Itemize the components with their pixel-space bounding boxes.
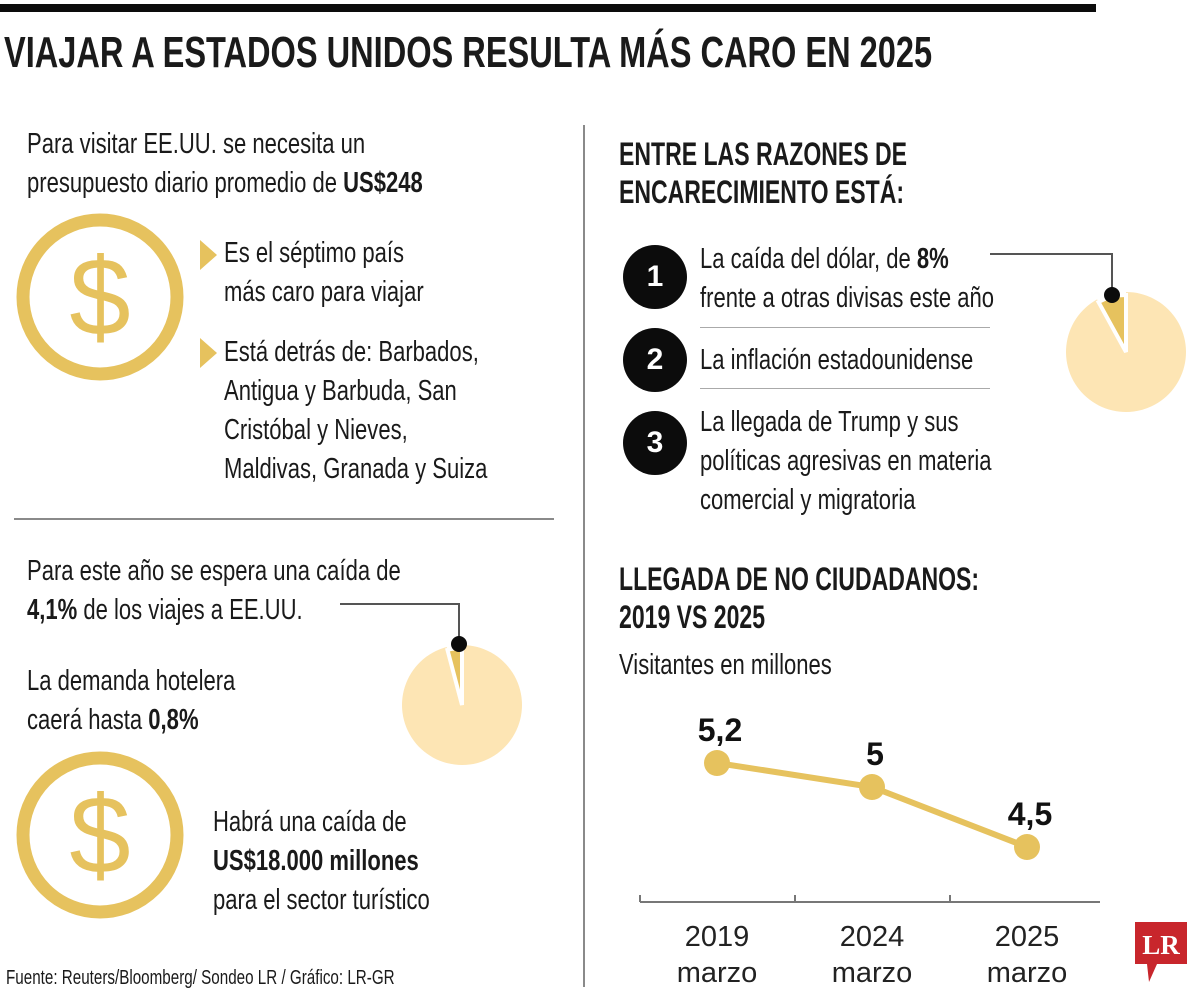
- top-bar: [0, 4, 1096, 12]
- data-point: [1014, 834, 1040, 860]
- budget-amount: US$248: [343, 167, 423, 199]
- reasons-title: ENTRE LAS RAZONES DE ENCARECIMIENTO ESTÁ:: [619, 136, 908, 210]
- x-tick-label: 2019: [685, 921, 750, 953]
- svg-text:$: $: [69, 236, 130, 359]
- dollar-circle-icon: $: [16, 751, 184, 919]
- number-badge-1: 1: [623, 245, 687, 309]
- reason-3: La llegada de Trump y sus políticas agres…: [700, 406, 992, 516]
- leader-line: [340, 603, 460, 644]
- data-point: [704, 750, 730, 776]
- source-note: Fuente: Reuters/Bloomberg/ Sondeo LR / G…: [6, 967, 395, 989]
- pointer-dot: [1104, 287, 1120, 303]
- leader-line: [990, 253, 1113, 295]
- dollar-circle-icon: $: [16, 213, 184, 381]
- chart-unit: Visitantes en millones: [619, 649, 832, 681]
- svg-text:LR: LR: [1142, 930, 1180, 960]
- budget-line2: presupuesto diario promedio de US$248: [27, 167, 423, 199]
- divider: [700, 327, 990, 328]
- page-title: VIAJAR A ESTADOS UNIDOS RESULTA MÁS CARO…: [4, 28, 933, 77]
- reason-2: La inflación estadounidense: [700, 344, 974, 376]
- bullet-behind: Está detrás de: Barbados, Antigua y Barbu…: [224, 336, 488, 485]
- hotel-text: La demanda hotelera caerá hasta 0,8%: [27, 665, 236, 736]
- lr-logo: LR: [1135, 922, 1187, 982]
- data-label: 5: [866, 736, 884, 772]
- chart-title: LLEGADA DE NO CIUDADANOS: 2019 VS 2025: [619, 561, 980, 635]
- pie-dollar-drop: [990, 253, 1186, 412]
- number-badge-2: 2: [623, 328, 687, 392]
- line-chart: 5,2 2019 marzo 5 2024 marzo 4,5 2025 marzo: [639, 712, 1100, 989]
- data-point: [859, 774, 885, 800]
- number-badge-3: 3: [623, 411, 687, 475]
- horizontal-divider: [14, 518, 554, 520]
- x-tick-label: marzo: [677, 957, 758, 989]
- data-label: 5,2: [698, 712, 742, 748]
- divider: [700, 388, 990, 389]
- svg-text:$: $: [69, 774, 130, 897]
- x-tick-label: 2025: [995, 921, 1060, 953]
- pie-travel-drop: [340, 603, 522, 765]
- x-tick-label: marzo: [987, 957, 1068, 989]
- bullet-arrow-icon: [200, 338, 217, 368]
- data-label: 4,5: [1008, 796, 1052, 832]
- bullet-seventh: Es el séptimo país más caro para viajar: [224, 237, 424, 308]
- pointer-dot: [451, 636, 467, 652]
- vertical-divider: [583, 125, 585, 987]
- x-tick-label: 2024: [840, 921, 905, 953]
- budget-line1: Para visitar EE.UU. se necesita un: [27, 128, 366, 160]
- drop-line1: Para este año se espera una caída de: [27, 555, 401, 587]
- reason-1: La caída del dólar, de 8% frente a otras …: [700, 243, 995, 314]
- loss-text: Habrá una caída de US$18.000 millones para…: [213, 806, 430, 916]
- x-tick-label: marzo: [832, 957, 913, 989]
- drop-line2: 4,1% de los viajes a EE.UU.: [27, 594, 303, 626]
- bullet-arrow-icon: [200, 240, 217, 270]
